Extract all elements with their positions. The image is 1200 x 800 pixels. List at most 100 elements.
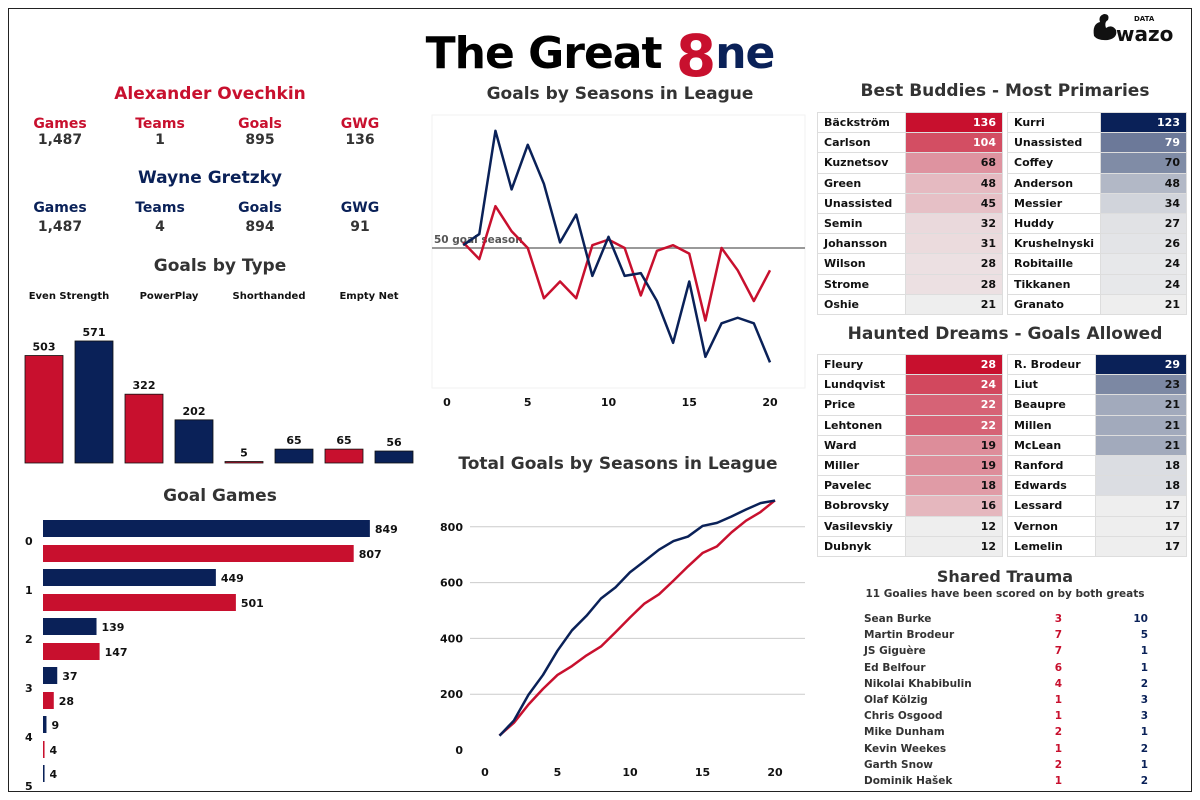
table-row: Miller 19 bbox=[817, 454, 1003, 477]
table-row: Huddy 27 bbox=[1006, 212, 1187, 235]
best-buddies-title: Best Buddies - Most Primaries bbox=[860, 81, 1150, 101]
title-suffix: ne bbox=[715, 28, 775, 79]
ovechkin-stat-label: GWG bbox=[340, 116, 380, 132]
count-value: 18 bbox=[1095, 475, 1187, 497]
count-value: 29 bbox=[1095, 353, 1187, 376]
table-row: Unassisted 45 bbox=[817, 192, 1003, 214]
count-value: 70 bbox=[1100, 152, 1187, 174]
gretzky-stat-value: 91 bbox=[350, 219, 370, 235]
player-name: Beaupre bbox=[1007, 394, 1096, 416]
gretzky-stat-value: 894 bbox=[245, 219, 275, 235]
goalie-name: Chris Osgood bbox=[864, 710, 943, 723]
gretzky-stat-label: Teams bbox=[135, 200, 185, 216]
goal-games-category: 4 bbox=[25, 731, 33, 744]
goal-games-value: 501 bbox=[241, 597, 264, 610]
table-row: Unassisted 79 bbox=[1006, 132, 1187, 154]
goal-type-bar bbox=[24, 355, 64, 464]
table-row: Vasilevskiy 12 bbox=[817, 515, 1003, 537]
total-x-tick: 10 bbox=[622, 766, 638, 779]
goalie-name: Dominik Hašek bbox=[864, 775, 953, 787]
ovechkin-goals: 2 bbox=[1054, 726, 1062, 739]
player-name: Vasilevskiy bbox=[817, 515, 906, 537]
player-name: Granato bbox=[1006, 293, 1102, 315]
goal-games-bar bbox=[43, 618, 97, 635]
player-name: Huddy bbox=[1006, 212, 1102, 235]
player-name: Lehtonen bbox=[817, 414, 906, 436]
player-name: Strome bbox=[817, 273, 906, 295]
count-value: 21 bbox=[1095, 434, 1187, 456]
count-value: 12 bbox=[905, 515, 1003, 537]
player-name: Messier bbox=[1006, 192, 1102, 214]
total-y-tick: 200 bbox=[440, 688, 463, 701]
table-row: Granato 21 bbox=[1006, 293, 1187, 315]
count-value: 21 bbox=[1100, 293, 1187, 315]
count-value: 68 bbox=[905, 152, 1003, 174]
total-x-tick: 15 bbox=[695, 766, 710, 779]
player-name: Vernon bbox=[1007, 515, 1096, 537]
gretzky-goals: 2 bbox=[1140, 742, 1148, 755]
player-name: Unassisted bbox=[1006, 132, 1102, 154]
gretzky-goalies-table: R. Brodeur 29 Liut 23 Beaupre 21 Millen 21 McLea… bbox=[1007, 353, 1187, 557]
shared-trauma-subtitle: 11 Goalies have been scored on by both g… bbox=[865, 588, 1145, 600]
goalie-name: Olaf Kölzig bbox=[864, 694, 928, 706]
total-x-tick: 5 bbox=[554, 766, 562, 779]
title-prefix: The Great bbox=[425, 28, 676, 79]
gretzky-goals: 3 bbox=[1140, 694, 1148, 706]
player-name: Semin bbox=[817, 212, 906, 235]
ovechkin-goals: 7 bbox=[1054, 629, 1062, 642]
gretzky-stat-label: Goals bbox=[238, 200, 282, 216]
player-name: Krushelnyski bbox=[1006, 233, 1102, 255]
goal-games-bar bbox=[43, 667, 58, 684]
count-value: 27 bbox=[1100, 212, 1187, 235]
goal-games-value: 849 bbox=[375, 523, 398, 536]
goal-games-value: 147 bbox=[105, 646, 128, 659]
season-x-tick: 5 bbox=[524, 396, 532, 409]
ovechkin-goals: 1 bbox=[1054, 742, 1062, 755]
goalie-name: Sean Burke bbox=[864, 613, 932, 625]
goal-games-bar bbox=[43, 569, 216, 586]
gretzky-goals: 1 bbox=[1140, 758, 1148, 771]
table-row: Anderson 48 bbox=[1006, 172, 1187, 194]
trauma-row: Dominik Hašek 1 2 bbox=[0, 775, 1200, 791]
table-row: Kuznetsov 68 bbox=[817, 152, 1003, 174]
ovechkin-season-line bbox=[462, 204, 772, 322]
player-name: Millen bbox=[1007, 414, 1096, 436]
gretzky-goals: 1 bbox=[1140, 645, 1148, 658]
ovechkin-buddies-table: Bäckström 136 Carlson 104 Kuznetsov 68 Green 48… bbox=[817, 111, 1003, 315]
count-value: 79 bbox=[1100, 132, 1187, 154]
goal-games-bar bbox=[43, 643, 100, 660]
season-x-tick: 20 bbox=[762, 396, 778, 409]
ovechkin-stat-label: Goals bbox=[238, 116, 282, 132]
haunted-dreams-title: Haunted Dreams - Goals Allowed bbox=[847, 324, 1163, 344]
goals-by-type-title: Goals by Type bbox=[153, 256, 287, 276]
season-x-tick: 15 bbox=[682, 396, 697, 409]
goalie-name: Nikolai Khabibulin bbox=[864, 677, 972, 690]
goal-games-value: 28 bbox=[59, 695, 74, 708]
goal-games-category: 2 bbox=[25, 633, 33, 646]
count-value: 48 bbox=[905, 172, 1003, 194]
gretzky-name: Wayne Gretzky bbox=[137, 168, 282, 188]
table-row: Fleury 28 bbox=[817, 353, 1003, 376]
season-x-tick: 10 bbox=[601, 396, 617, 409]
goal-games-bar bbox=[43, 765, 45, 782]
total-y-tick: 0 bbox=[455, 744, 463, 757]
goal-games-bar bbox=[43, 520, 370, 537]
goal-type-bar bbox=[224, 461, 264, 464]
player-name: Liut bbox=[1007, 374, 1096, 396]
player-name: Wilson bbox=[817, 253, 906, 275]
goal-type-label: PowerPlay bbox=[139, 291, 199, 302]
trauma-row: JS Giguère 7 1 bbox=[0, 645, 1200, 661]
goal-type-label: Even Strength bbox=[28, 291, 110, 302]
ovechkin-name: Alexander Ovechkin bbox=[114, 84, 306, 104]
table-row: Tikkanen 24 bbox=[1006, 273, 1187, 295]
goal-type-label: Shorthanded bbox=[232, 291, 306, 302]
goal-games-value: 139 bbox=[102, 621, 125, 634]
ovechkin-stat-value: 136 bbox=[345, 132, 375, 148]
count-value: 28 bbox=[905, 253, 1003, 275]
goal-type-label: Empty Net bbox=[339, 291, 399, 302]
ovechkin-goals: 1 bbox=[1054, 694, 1062, 706]
datawazo-logo: DATA wazo bbox=[1093, 14, 1173, 44]
goals-by-season-title: Goals by Seasons in League bbox=[486, 84, 754, 104]
goal-games-title: Goal Games bbox=[163, 486, 277, 506]
ovechkin-stat-value: 1,487 bbox=[37, 132, 83, 148]
